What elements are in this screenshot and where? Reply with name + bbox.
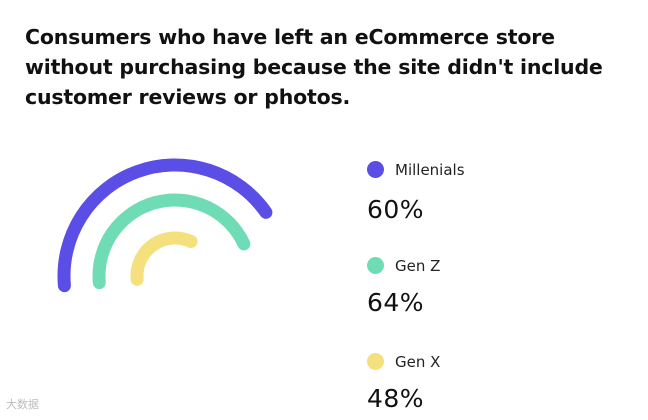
chart-title-line-3: customer reviews or photos. [25, 85, 351, 109]
legend-dot-millenials [367, 161, 384, 178]
watermark: 大数据 [6, 398, 39, 411]
legend-name-gen-z: Gen Z [395, 257, 441, 275]
arc-gen-z [92, 193, 251, 290]
arc-millenials [57, 158, 273, 293]
legend-name-gen-x: Gen X [395, 353, 441, 371]
chart-title: Consumers who have left an eCommerce sto… [25, 22, 625, 112]
legend-name-millenials: Millenials [395, 161, 465, 179]
legend-value-millenials: 60% [367, 195, 425, 224]
legend-dot-gen-z [367, 257, 384, 274]
arc-gen-x [130, 231, 198, 286]
legend-value-gen-z: 64% [367, 288, 425, 317]
legend-dot-gen-x [367, 353, 384, 370]
legend-value-gen-x: 48% [367, 384, 425, 413]
chart-title-line-1: Consumers who have left an eCommerce sto… [25, 25, 555, 49]
chart-title-line-2: without purchasing because the site didn… [25, 55, 603, 79]
